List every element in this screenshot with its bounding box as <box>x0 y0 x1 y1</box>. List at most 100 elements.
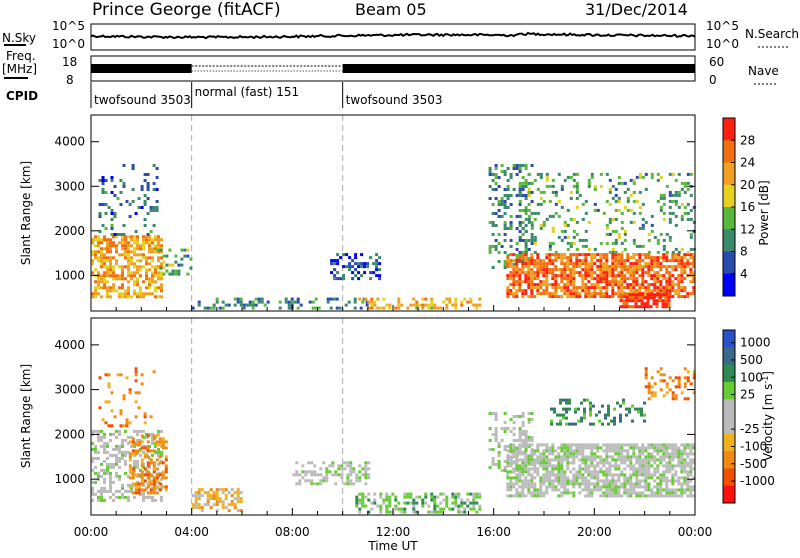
heatmap-cell <box>665 479 669 483</box>
heatmap-cell <box>131 440 135 444</box>
heatmap-cell <box>536 289 540 293</box>
heatmap-cell <box>641 443 645 447</box>
heatmap-cell <box>590 482 594 486</box>
heatmap-cell <box>128 467 132 471</box>
heatmap-cell <box>107 373 111 377</box>
heatmap-cell <box>599 461 603 465</box>
heatmap-cell <box>518 436 522 439</box>
heatmap-cell <box>602 262 606 266</box>
heatmap-cell <box>668 376 672 380</box>
heatmap-cell <box>494 415 498 418</box>
heatmap-cell <box>103 262 106 266</box>
heatmap-cell <box>151 438 154 442</box>
heatmap-cell <box>103 480 106 484</box>
heatmap-cell <box>617 274 621 278</box>
heatmap-cell <box>629 488 633 492</box>
heatmap-cell <box>593 485 597 489</box>
heatmap-cell <box>521 424 525 427</box>
heatmap-cell <box>683 211 687 215</box>
heatmap-cell <box>614 283 618 287</box>
heatmap-cell <box>620 274 624 278</box>
heatmap-cell <box>527 277 531 281</box>
heatmap-cell <box>599 277 603 281</box>
heatmap-cell <box>545 283 549 287</box>
heatmap-cell <box>575 479 579 483</box>
heatmap-cell <box>671 494 675 498</box>
heatmap-cell <box>593 458 597 462</box>
heatmap-cell <box>614 452 618 456</box>
heatmap-cell <box>578 470 582 474</box>
heatmap-cell <box>137 197 141 200</box>
heatmap-cell <box>174 254 178 258</box>
heatmap-cell <box>189 266 193 270</box>
heatmap-cell <box>530 274 534 278</box>
heatmap-cell <box>560 280 564 284</box>
heatmap-cell <box>430 492 434 496</box>
heatmap-cell <box>614 473 618 477</box>
heatmap-cell <box>118 456 121 460</box>
heatmap-cell <box>611 217 615 221</box>
heatmap-cell <box>131 200 135 203</box>
heatmap-cell <box>656 482 660 486</box>
heatmap-cell <box>442 492 446 496</box>
heatmap-cell <box>530 212 534 215</box>
heatmap-cell <box>503 430 507 433</box>
heatmap-cell <box>587 482 591 486</box>
heatmap-cell <box>659 256 663 260</box>
heatmap-cell <box>551 214 555 218</box>
heatmap-cell <box>530 473 534 477</box>
heatmap-cell <box>336 262 340 266</box>
heatmap-cell <box>647 232 651 236</box>
heatmap-cell <box>566 449 570 453</box>
heatmap-cell <box>151 238 154 242</box>
heatmap-cell <box>509 488 513 492</box>
heatmap-cell <box>614 449 618 453</box>
heatmap-cell <box>640 410 643 414</box>
heatmap-cell <box>358 470 362 474</box>
heatmap-cell <box>503 266 507 269</box>
heatmap-cell <box>154 441 157 445</box>
heatmap-cell <box>599 172 603 176</box>
heatmap-cell <box>295 461 299 465</box>
heatmap-cell <box>403 510 407 514</box>
heatmap-cell <box>610 419 613 423</box>
heatmap-cell <box>488 170 492 173</box>
heatmap-cell <box>346 479 350 483</box>
heatmap-cell <box>608 461 612 465</box>
y-tick-label: 4000 <box>54 135 85 149</box>
heatmap-cell <box>133 265 136 269</box>
heatmap-cell <box>194 491 198 495</box>
heatmap-cell <box>257 297 261 301</box>
heatmap-cell <box>146 470 150 474</box>
heatmap-cell <box>494 245 498 248</box>
heatmap-cell <box>641 223 645 227</box>
heatmap-cell <box>430 300 434 304</box>
heatmap-cell <box>590 473 594 477</box>
heatmap-cell <box>572 292 576 296</box>
heatmap-cell <box>590 256 594 260</box>
heatmap-cell <box>686 253 690 257</box>
heatmap-cell <box>527 445 531 448</box>
heatmap-cell <box>653 443 657 447</box>
heatmap-cell <box>109 295 112 299</box>
heatmap-cell <box>151 247 154 251</box>
heatmap-cell <box>595 413 598 417</box>
heatmap-cell <box>524 452 528 456</box>
heatmap-cell <box>641 280 645 284</box>
heatmap-cell <box>668 455 672 459</box>
heatmap-cell <box>677 283 681 287</box>
heatmap-cell <box>628 407 631 411</box>
heatmap-cell <box>602 271 606 275</box>
heatmap-cell <box>563 286 567 290</box>
heatmap-cell <box>566 446 570 450</box>
heatmap-cell <box>106 247 109 251</box>
heatmap-cell <box>653 473 657 477</box>
heatmap-cell <box>641 175 645 179</box>
heatmap-cell <box>503 263 507 266</box>
heatmap-cell <box>515 248 519 251</box>
freq-trace <box>91 64 695 73</box>
heatmap-cell <box>608 283 612 287</box>
heatmap-cell <box>653 259 657 263</box>
heatmap-cell <box>391 492 395 496</box>
heatmap-cell <box>680 217 684 221</box>
